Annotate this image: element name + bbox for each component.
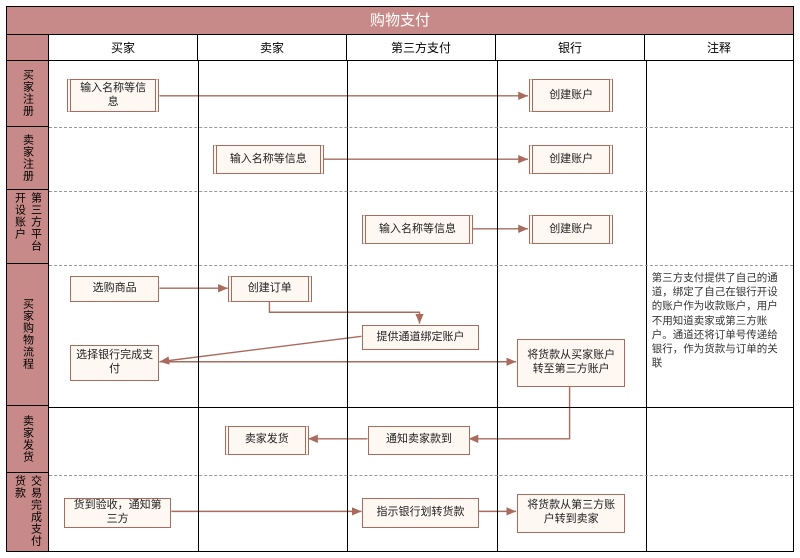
grid-vline <box>198 61 199 551</box>
flow-node: 选择银行完成支付 <box>70 345 160 382</box>
flow-node: 将货款从买家账户转至第三方账户 <box>517 339 624 387</box>
row-label: 卖家发货 <box>7 406 48 474</box>
row-label: 交易完成支付货款 <box>7 473 48 551</box>
flow-node: 创建账户 <box>529 145 613 174</box>
flow-node: 创建账户 <box>529 79 613 112</box>
flow-arrow <box>469 386 570 439</box>
flow-node: 货到验收，通知第三方 <box>64 498 171 528</box>
flow-arrow <box>269 301 419 324</box>
row-label-column: 买家注册卖家注册第三方平台开设账户买家购物流程卖家发货交易完成支付货款 <box>7 35 49 551</box>
grid-vline <box>347 61 348 551</box>
diagram-frame: 购物支付 买家注册卖家注册第三方平台开设账户买家购物流程卖家发货交易完成支付货款… <box>6 6 794 552</box>
grid-hline <box>49 407 793 408</box>
flow-node: 通知卖家款到 <box>368 426 469 455</box>
grid-hline <box>49 191 793 192</box>
grid-vline <box>497 61 498 551</box>
grid-hline <box>49 127 793 128</box>
flow-node: 指示银行划转货款 <box>362 498 478 528</box>
row-label: 第三方平台开设账户 <box>7 190 48 264</box>
row-label: 买家注册 <box>7 61 48 127</box>
flow-node: 将货款从第三方账户转到卖家 <box>517 494 624 533</box>
flow-node: 创建订单 <box>228 276 312 302</box>
column-header: 第三方支付 <box>347 35 496 61</box>
row-label: 卖家注册 <box>7 127 48 191</box>
flow-node: 卖家发货 <box>225 426 309 455</box>
column-header: 卖家 <box>198 35 347 61</box>
flow-node: 输入名称等信息 <box>67 79 160 112</box>
diagram-title: 购物支付 <box>7 7 793 35</box>
row-label: 买家购物流程 <box>7 264 48 405</box>
flow-node: 选购商品 <box>70 276 160 302</box>
column-header: 注释 <box>645 35 793 61</box>
flow-node: 输入名称等信息 <box>213 145 323 174</box>
column-header: 银行 <box>496 35 645 61</box>
flow-node: 输入名称等信息 <box>362 215 472 245</box>
grid-area: 输入名称等信息创建账户输入名称等信息创建账户输入名称等信息创建账户选购商品创建订… <box>49 61 793 551</box>
grid-hline <box>49 265 793 266</box>
grid-vline <box>646 61 647 551</box>
row-label-corner <box>7 35 48 61</box>
flow-arrow <box>159 336 361 361</box>
grid-hline <box>49 475 793 476</box>
flow-node: 提供通道绑定账户 <box>362 325 478 351</box>
annotation-note: 第三方支付提供了自己的通道，绑定了自己在银行开设的账户作为收款账户，用户不用知道… <box>650 269 789 372</box>
column-header-row: 买家卖家第三方支付银行注释 <box>49 35 793 61</box>
flow-node: 创建账户 <box>529 215 613 245</box>
column-header: 买家 <box>49 35 198 61</box>
